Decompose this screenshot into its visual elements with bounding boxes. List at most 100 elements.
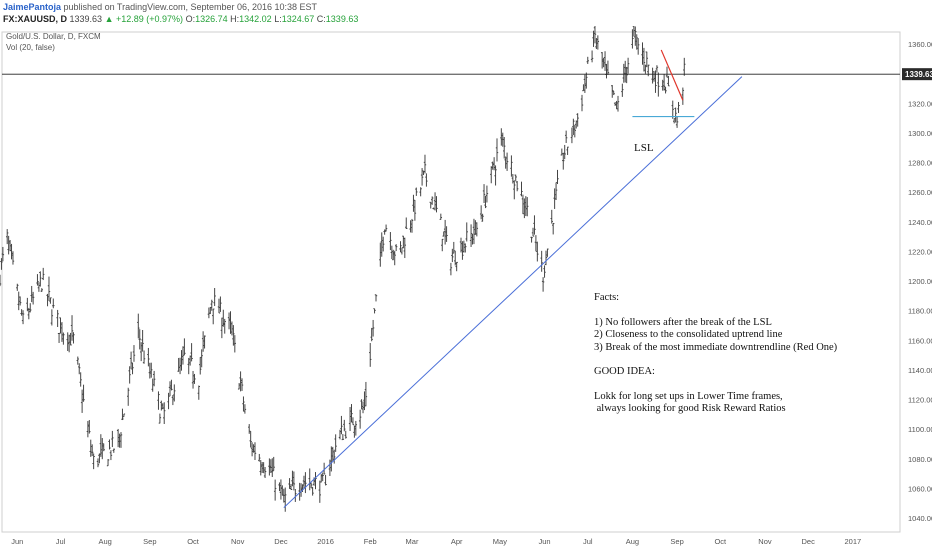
ohlc-bar — [381, 236, 385, 252]
ohlc-bar — [541, 277, 545, 292]
ohlc-bar — [354, 420, 358, 436]
y-tick-label: 1080.00 — [908, 455, 932, 464]
ohlc-bar — [358, 409, 362, 429]
ohlc-bar — [530, 236, 533, 243]
ohlc-bar — [36, 274, 39, 286]
ohlc-bar — [494, 165, 497, 186]
ohlc-bar — [69, 332, 72, 346]
ohlc-bar — [334, 434, 337, 452]
x-tick-label: Oct — [714, 537, 727, 546]
ohlc-bar — [190, 343, 193, 362]
ohlc-bar — [0, 274, 2, 287]
quote-line: FX:XAUUSD, D 1339.63 ▲ +12.89 (+0.97%) O… — [3, 14, 358, 25]
price-chart[interactable]: 1360.001340.001320.001300.001280.001260.… — [0, 26, 932, 550]
ohlc-bar — [626, 57, 630, 74]
ohlc-bar — [634, 26, 637, 46]
ohlc-bar — [111, 430, 114, 448]
ohlc-bar — [625, 66, 628, 84]
ohlc-bar — [510, 155, 513, 177]
ohlc-bar — [210, 299, 213, 311]
ohlc-bar — [531, 227, 535, 237]
ohlc-bar — [573, 124, 576, 138]
x-tick-label: 2016 — [317, 537, 334, 546]
publish-info: published on TradingView.com, September … — [63, 2, 318, 12]
ohlc-bar — [455, 261, 458, 272]
ohlc-bar — [147, 347, 150, 367]
ohlc-bar — [197, 385, 201, 400]
x-tick-label: Oct — [187, 537, 200, 546]
ohlc-bar — [321, 472, 324, 482]
ohlc-bar — [217, 298, 221, 314]
y-axis-labels: 1360.001340.001320.001300.001280.001260.… — [908, 40, 932, 523]
ohlc-bar — [683, 57, 686, 76]
plot-frame — [1, 31, 901, 533]
ohlc-bar — [79, 372, 82, 387]
open-value: 1326.74 — [195, 14, 228, 24]
price-change: ▲ +12.89 (+0.97%) — [104, 14, 184, 24]
ohlc-bar — [90, 444, 94, 457]
x-tick-label: May — [493, 537, 507, 546]
ohlc-bar — [675, 116, 679, 128]
ohlc-bar — [481, 213, 484, 222]
y-tick-label: 1160.00 — [908, 336, 932, 345]
ohlc-bar — [142, 350, 146, 364]
ohlc-bar — [351, 417, 355, 426]
ohlc-bar — [550, 209, 553, 224]
ohlc-bar — [671, 100, 674, 119]
ohlc-bar — [21, 310, 25, 325]
ohlc-bar — [394, 244, 398, 252]
ohlc-bar — [495, 138, 499, 162]
ohlc-bar — [213, 288, 216, 307]
facts-line — [594, 354, 894, 366]
ohlc-bar — [1, 246, 5, 262]
ohlc-bar — [108, 439, 111, 450]
ohlc-bar — [42, 267, 45, 281]
ohlc-bar — [76, 356, 79, 365]
ohlc-bar — [475, 222, 479, 237]
ohlc-bar — [131, 362, 134, 375]
author-link[interactable]: JaimePantoja — [3, 2, 62, 12]
ohlc-bar — [223, 318, 226, 334]
ohlc-bar — [253, 442, 257, 460]
ohlc-bar — [445, 226, 448, 242]
ohlc-bar — [212, 308, 215, 325]
ohlc-bar — [56, 309, 59, 328]
ohlc-bar — [556, 169, 559, 185]
ohlc-bar — [0, 258, 3, 270]
ohlc-bar — [439, 213, 443, 220]
ohlc-bar — [403, 237, 407, 259]
ohlc-bar — [540, 250, 543, 272]
x-tick-label: Sep — [143, 537, 156, 546]
facts-line: GOOD IDEA: — [594, 366, 655, 377]
x-tick-label: Nov — [758, 537, 772, 546]
ohlc-bar — [157, 391, 160, 410]
ohlc-bar — [520, 181, 523, 197]
x-tick-label: Aug — [98, 537, 111, 546]
ohlc-bar — [580, 94, 584, 112]
ohlc-bar — [70, 315, 74, 341]
ohlc-bar — [399, 241, 402, 253]
ohlc-bar — [576, 113, 579, 127]
ohlc-bar — [47, 276, 51, 301]
ohlc-bar — [102, 443, 105, 452]
ohlc-bar — [370, 327, 373, 342]
ohlc-bar — [314, 472, 317, 490]
ohlc-bar — [662, 73, 666, 91]
ohlc-bar — [369, 343, 372, 367]
ohlc-bar — [636, 38, 640, 55]
ohlc-bar — [590, 50, 594, 63]
x-tick-label: Jun — [11, 537, 23, 546]
facts-line — [594, 305, 894, 317]
ohlc-bar — [340, 415, 343, 435]
ohlc-bar — [667, 75, 670, 87]
ohlc-bar — [170, 379, 173, 391]
ohlc-bar — [242, 396, 245, 412]
ohlc-bar — [82, 384, 85, 402]
ohlc-bar — [39, 271, 42, 287]
ohlc-bar — [612, 90, 615, 96]
x-tick-label: Feb — [364, 537, 377, 546]
ohlc-bar — [371, 319, 375, 337]
ohlc-bar — [393, 250, 396, 266]
ohlc-bar — [389, 232, 392, 251]
ohlc-bar — [183, 338, 186, 356]
